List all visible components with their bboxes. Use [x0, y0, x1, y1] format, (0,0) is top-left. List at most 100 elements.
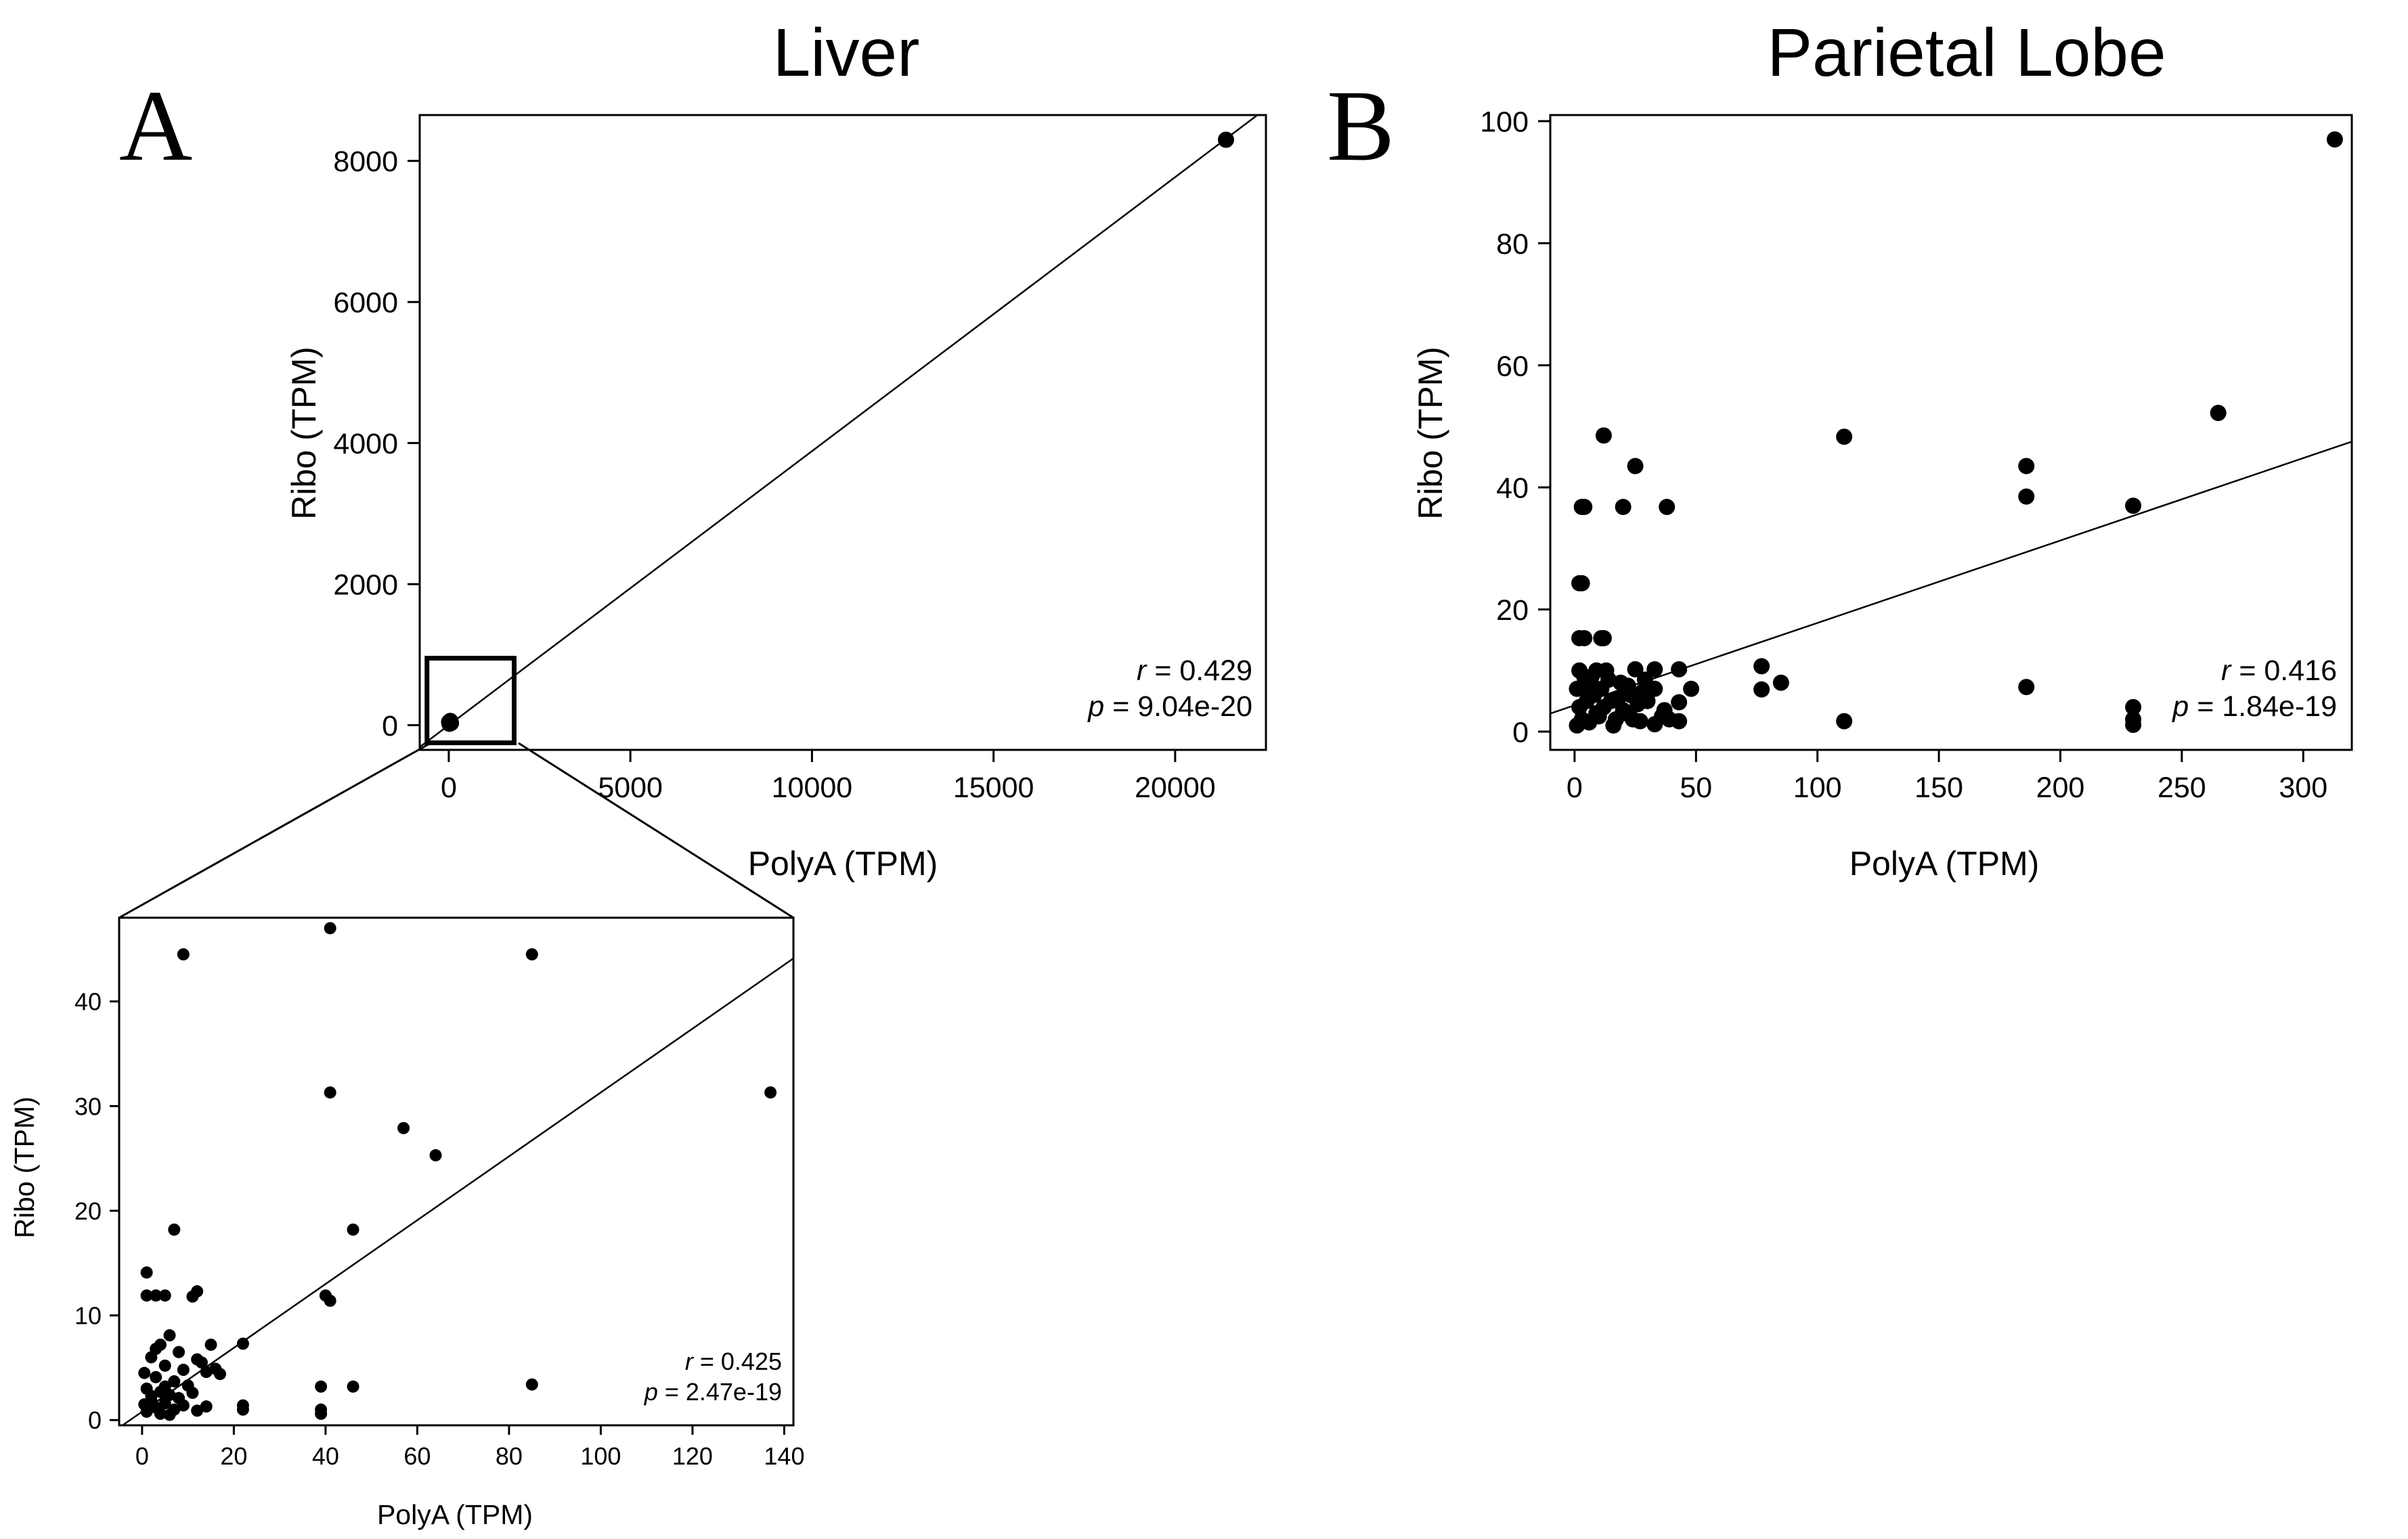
x-tick-label: 80 — [496, 1442, 523, 1470]
data-point — [177, 948, 190, 961]
data-point — [315, 1380, 328, 1393]
stat-r-value: = 0.416 — [2239, 654, 2337, 687]
zoom-connector-right — [518, 742, 794, 919]
data-point — [525, 1378, 538, 1391]
data-point — [764, 1086, 777, 1099]
data-point — [1595, 427, 1612, 444]
data-point — [1836, 428, 1853, 445]
parietal-lobe-scatter-plot: 0 50 100 150 200 250 300 0 20 40 60 80 100 PolyA (T… — [1411, 106, 2353, 883]
data-point — [200, 1400, 213, 1413]
data-point — [315, 1407, 328, 1420]
data-point — [1217, 131, 1234, 148]
data-point — [1627, 458, 1644, 474]
data-point — [2018, 679, 2035, 696]
zoom-box — [424, 656, 517, 746]
data-point — [158, 1380, 171, 1393]
data-point — [1646, 661, 1663, 677]
data-point — [2018, 458, 2035, 474]
y-axis-label: Ribo (TPM) — [1411, 347, 1449, 520]
panel-letter-b: B — [1327, 70, 1395, 182]
data-point — [1578, 677, 1595, 694]
stat-r-label: r — [685, 1347, 695, 1375]
data-point — [177, 1364, 190, 1377]
y-tick-label: 4000 — [333, 428, 398, 460]
data-point — [1634, 684, 1651, 700]
stat-r-label: r — [1137, 654, 1147, 687]
data-point — [204, 1338, 217, 1351]
x-axis: 0 20 40 60 80 100 120 140 — [135, 1425, 804, 1470]
x-tick-label: 40 — [312, 1442, 339, 1470]
data-point — [1576, 499, 1593, 516]
x-tick-label: 250 — [2158, 772, 2206, 804]
x-tick-label: 50 — [1680, 772, 1712, 804]
stat-p-label: p — [1087, 690, 1104, 723]
zoom-connector-left — [118, 742, 431, 919]
data-point — [1659, 499, 1676, 516]
stat-r: r = 0.416 — [2221, 654, 2337, 687]
x-axis: 0 5000 10000 15000 20000 — [441, 750, 1216, 804]
liver-inset-scatter-plot: 0 20 40 60 80 100 120 140 0 10 20 30 40 PolyA (TPM)… — [9, 916, 804, 1530]
data-point — [1610, 690, 1627, 707]
data-point — [140, 1266, 153, 1279]
y-tick-label: 40 — [74, 988, 102, 1016]
liver-scatter-plot: 0 5000 10000 15000 20000 0 2000 4000 6000 8000 P… — [285, 114, 1267, 883]
data-point — [1627, 661, 1644, 677]
plot-content — [1550, 131, 2352, 734]
x-tick-label: 120 — [672, 1442, 713, 1470]
data-point — [177, 1399, 190, 1412]
y-tick-label: 0 — [1512, 716, 1529, 749]
data-point — [1772, 674, 1789, 691]
data-point — [2018, 488, 2035, 505]
stat-p-value: = 1.84e-19 — [2197, 690, 2337, 723]
chart-title-liver: Liver — [773, 15, 920, 91]
data-point — [324, 1086, 336, 1099]
y-tick-label: 8000 — [333, 146, 398, 178]
x-tick-label: 100 — [580, 1442, 621, 1470]
stat-r-value: = 0.429 — [1154, 654, 1252, 687]
y-tick-label: 2000 — [333, 569, 398, 602]
data-point — [150, 1370, 162, 1383]
data-point — [1595, 629, 1612, 646]
data-point — [150, 1343, 162, 1356]
data-point — [236, 1403, 249, 1416]
data-point — [2125, 497, 2142, 514]
plot-frame — [1549, 114, 2353, 751]
data-point — [158, 1289, 171, 1302]
data-point — [1595, 698, 1612, 715]
stat-p-label: p — [2171, 690, 2189, 723]
data-point — [1753, 681, 1770, 698]
x-tick-label: 20000 — [1135, 772, 1216, 804]
data-point — [1629, 696, 1646, 713]
x-tick-label: 300 — [2279, 772, 2327, 804]
stat-p: p = 1.84e-19 — [2171, 690, 2337, 723]
plot-frame — [418, 114, 1267, 751]
data-point — [525, 948, 538, 961]
data-point — [1615, 499, 1632, 516]
data-point — [2326, 131, 2343, 148]
data-point — [158, 1397, 171, 1410]
y-axis-label: Ribo (TPM) — [9, 1096, 40, 1239]
data-point — [145, 1389, 158, 1402]
stat-r: r = 0.429 — [1137, 654, 1252, 687]
data-point — [138, 1366, 151, 1379]
y-tick-label: 30 — [74, 1092, 102, 1120]
data-point — [1671, 694, 1688, 711]
stat-p: p = 9.04e-20 — [1087, 690, 1252, 723]
data-point — [2125, 698, 2142, 715]
data-point — [1600, 671, 1617, 688]
y-tick-label: 20 — [1496, 594, 1529, 627]
x-tick-label: 60 — [403, 1442, 431, 1470]
panel-letter-a: A — [119, 70, 192, 182]
data-point — [441, 713, 458, 730]
regression-line — [122, 958, 794, 1427]
data-point — [191, 1353, 204, 1366]
chart-title-parietal-lobe: Parietal Lobe — [1767, 15, 2166, 91]
data-point — [140, 1289, 153, 1302]
data-point — [138, 1398, 151, 1411]
plot-content — [419, 114, 1258, 748]
data-point — [1571, 662, 1588, 679]
data-point — [429, 1149, 442, 1162]
y-tick-label: 0 — [88, 1406, 102, 1434]
data-point — [347, 1380, 359, 1393]
y-axis-label: Ribo (TPM) — [285, 347, 323, 520]
